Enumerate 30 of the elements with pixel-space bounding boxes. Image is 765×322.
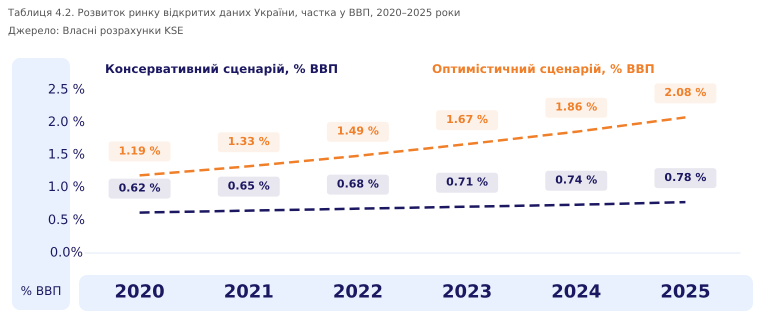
data-label: 0.71 % bbox=[446, 176, 488, 189]
y-tick-label: 1.5 % bbox=[48, 148, 86, 163]
data-label: 1.19 % bbox=[118, 144, 161, 158]
x-tick-label: 2022 bbox=[332, 281, 383, 302]
text: Консервативний сценарій, % ВВП bbox=[105, 62, 338, 76]
x-tick-label: 2023 bbox=[442, 281, 492, 302]
text: Оптимістичний сценарій, % ВВП bbox=[432, 62, 655, 76]
data-label: 1.33 % bbox=[228, 135, 270, 148]
data-label: 1.86 % bbox=[555, 100, 598, 114]
y-tick-label: 2.5 % bbox=[48, 82, 86, 98]
data-label: 0.74 % bbox=[555, 174, 598, 187]
y-tick-label: 1.0 % bbox=[48, 180, 86, 196]
data-label: 0.65 % bbox=[228, 179, 270, 192]
x-tick-label: 2024 bbox=[551, 281, 602, 302]
y-tick-label: 0.5 % bbox=[48, 212, 86, 228]
y-axis-title: % ВВП bbox=[20, 284, 62, 298]
x-tick-label: 2020 bbox=[114, 281, 165, 302]
data-label: 0.78 % bbox=[664, 171, 706, 184]
data-label: 0.68 % bbox=[336, 178, 379, 191]
y-tick-label: 0.0% bbox=[50, 245, 83, 260]
x-tick-label: 2021 bbox=[224, 281, 274, 302]
y-tick-label: 2.0 % bbox=[48, 114, 86, 130]
data-label: 2.08 % bbox=[664, 86, 706, 100]
text: Джерело: Власні розрахунки KSE bbox=[8, 26, 184, 37]
line-series bbox=[138, 200, 687, 214]
chart-title: Таблиця 4.2. Розвиток ринку відкритих даних України, частка у ВВП, 2020–2025 роки bbox=[8, 8, 460, 19]
data-label: 0.62 % bbox=[118, 181, 161, 194]
data-label: 1.67 % bbox=[446, 112, 488, 126]
data-label: 1.49 % bbox=[336, 124, 379, 138]
x-tick-label: 2025 bbox=[660, 281, 710, 302]
